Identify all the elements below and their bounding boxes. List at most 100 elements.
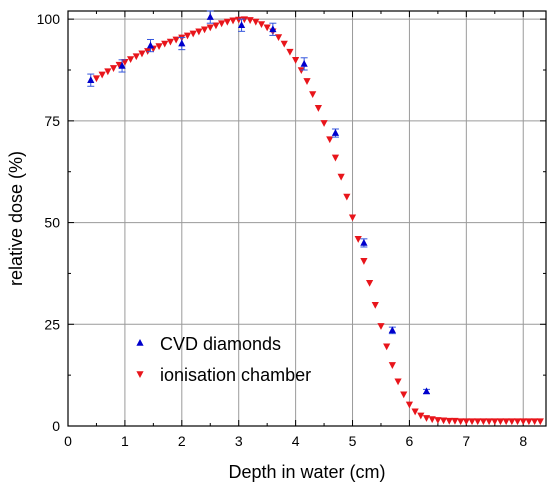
ionisation-chamber-point [121,59,129,66]
ionisation-chamber-point [218,20,226,28]
ionisation-chamber-point [462,418,470,426]
ionisation-chamber-point [166,38,175,46]
x-axis-tick-labels: 0 1 2 3 4 5 6 7 8 [64,433,527,449]
x-axis-label: Depth in water (cm) [228,462,385,482]
ionisation-chamber-point [451,417,459,425]
y-tick-label-100: 100 [37,11,61,27]
ionisation-chamber-point [383,343,391,351]
ionisation-chamber-point [235,16,243,24]
ionisation-chamber-point [297,67,305,74]
grid-lines [68,11,546,426]
ionisation-chamber-point [212,22,220,30]
ionisation-chamber-point [354,236,362,243]
cvd-diamonds-point [360,238,368,246]
ionisation-chamber-point [274,34,283,42]
ionisation-chamber-point [138,50,146,58]
ionisation-chamber-point [400,391,408,399]
cvd-diamonds-point [388,326,396,334]
cvd-diamonds-point [87,76,95,83]
ionisation-chamber-point [531,418,539,426]
ionisation-chamber-point [161,40,169,48]
ionisation-chamber-point [257,21,266,29]
ionisation-chamber-point [502,418,510,426]
x-tick-label-5: 5 [349,433,357,449]
cvd-diamonds-point [422,387,431,395]
ionisation-chamber-point [508,418,516,426]
ionisation-chamber-point [303,78,311,85]
legend: CVD diamonds ionisation chamber [136,334,311,385]
cvd-diamonds-point [206,13,214,20]
ionisation-chamber-point [337,173,345,181]
ionisation-chamber-point [98,71,106,79]
ionisation-chamber-point [377,323,385,330]
ionisation-chamber-point [172,36,180,44]
ionisation-chamber-point [126,56,135,64]
x-tick-label-3: 3 [235,433,243,449]
ionisation-chamber-point [309,91,317,98]
ionisation-chamber-point [92,75,101,83]
cvd-diamonds-point [331,129,340,136]
ionisation-chamber-point [229,17,237,25]
ionisation-chamber-point [388,362,396,369]
ionisation-chamber-point [422,415,431,422]
ionisation-chamber-point [195,28,203,36]
ionisation-chamber-point [394,378,402,386]
x-tick-label-8: 8 [519,433,527,449]
ionisation-chamber-point [189,30,197,38]
x-tick-label-6: 6 [406,433,414,449]
ionisation-chamber-point [485,418,493,426]
x-tick-label-2: 2 [178,433,186,449]
ionisation-chamber-point [428,416,436,424]
ionisation-chamber-point [360,258,368,265]
ionisation-chamber-point [252,18,260,26]
y-tick-label-75: 75 [44,113,60,129]
y-axis-label: relative dose (%) [6,151,26,286]
ionisation-chamber-point [365,279,374,287]
ionisation-chamber-point [439,417,448,425]
ionisation-chamber-point [223,18,231,26]
ionisation-chamber-point [109,65,118,72]
x-tick-label-4: 4 [292,433,300,449]
ionisation-chamber-point [155,43,163,50]
ionisation-chamber-point [434,417,442,424]
ionisation-chamber-point [513,418,522,426]
ionisation-chamber-point [491,418,499,426]
y-tick-label-25: 25 [44,316,60,332]
legend-label-ionisation-chamber: ionisation chamber [160,365,311,385]
ionisation-chamber-point [371,301,379,309]
cvd-diamonds-point [300,59,308,67]
legend-label-cvd-diamonds: CVD diamonds [160,334,281,354]
ionisation-chamber-point [314,105,322,112]
ionisation-chamber-point [343,193,351,201]
cvd-diamonds-point [237,21,246,29]
ionisation-chamber-series [92,16,544,426]
ionisation-chamber-point [445,417,453,425]
x-tick-label-0: 0 [64,433,72,449]
ionisation-chamber-point [206,24,214,32]
ionisation-chamber-point [115,61,123,69]
ionisation-chamber-point [417,412,425,420]
ionisation-chamber-point [263,24,271,32]
ionisation-chamber-point [405,401,414,409]
y-tick-label-50: 50 [44,215,60,231]
x-tick-label-1: 1 [121,433,129,449]
axis-ticks [67,11,546,427]
cvd-diamonds-point [146,41,155,49]
ionisation-chamber-point [331,154,340,162]
ionisation-chamber-point [525,418,533,426]
ionisation-chamber-point [326,136,334,144]
ionisation-chamber-point [474,418,482,426]
ionisation-chamber-point [132,53,140,61]
legend-marker-ionisation-chamber [136,371,144,378]
ionisation-chamber-point [246,17,254,24]
cvd-diamonds-point [269,25,277,33]
legend-marker-cvd-diamonds [136,339,144,346]
ionisation-chamber-point [286,48,294,56]
ionisation-chamber-point [240,16,249,24]
ionisation-chamber-point [200,26,209,34]
ionisation-chamber-point [183,32,192,40]
ionisation-chamber-point [411,408,419,416]
cvd-diamonds-point [178,39,186,47]
plot-area-frame [67,10,547,427]
